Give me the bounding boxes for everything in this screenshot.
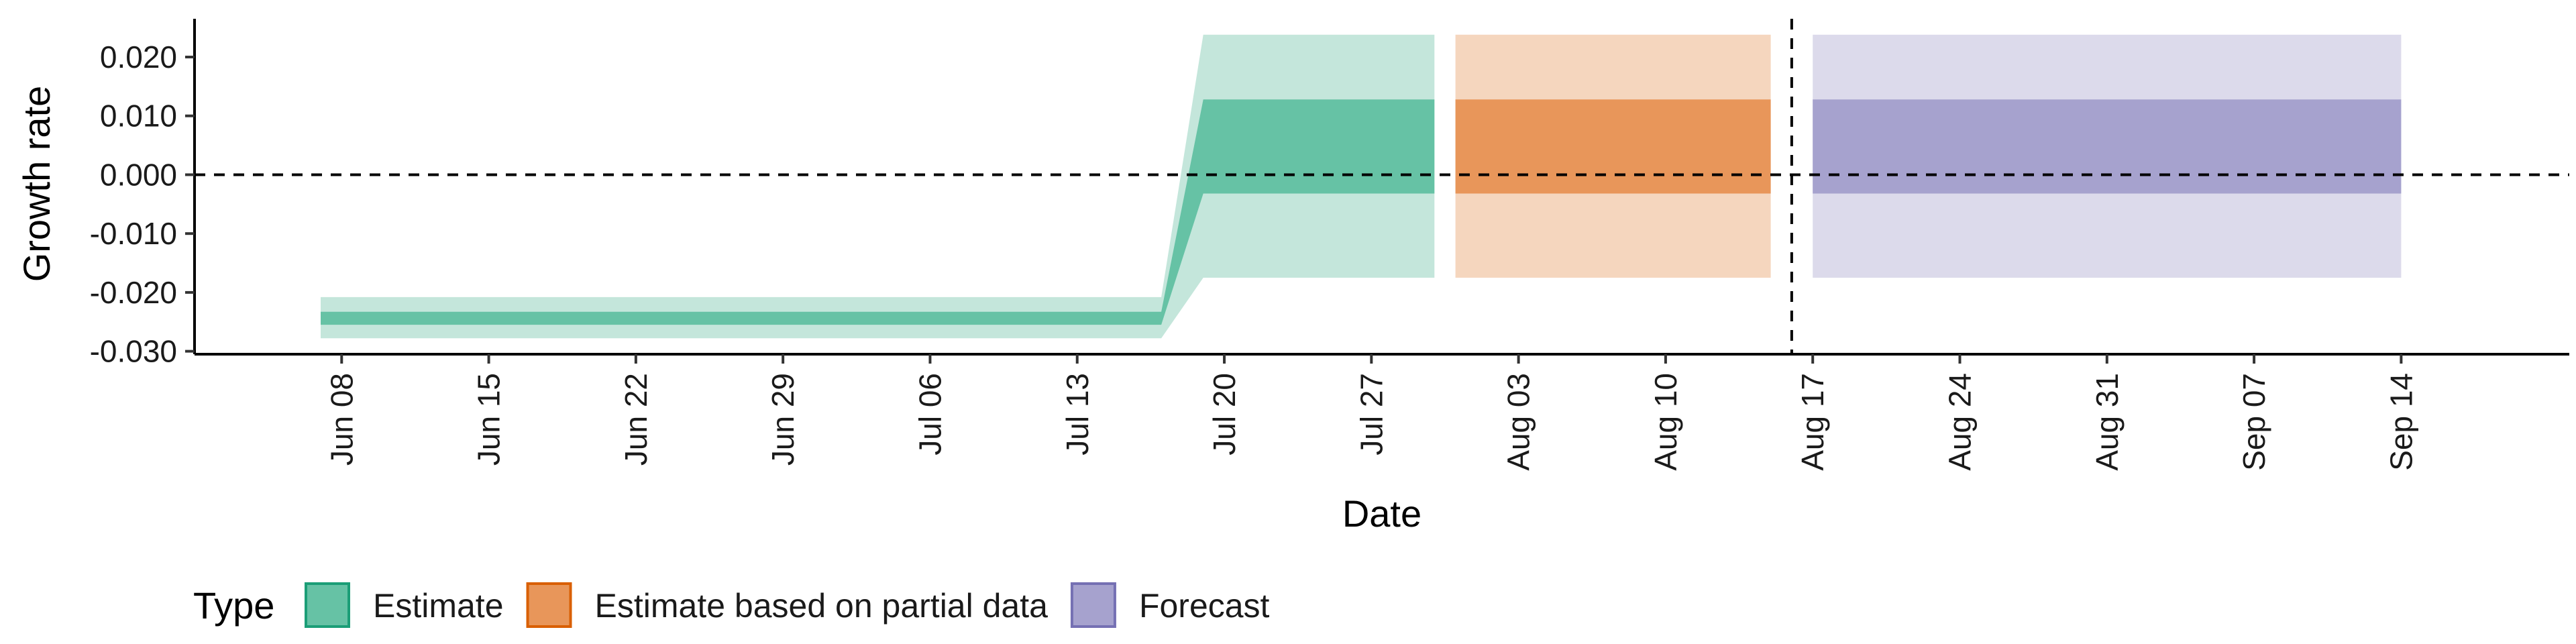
estimate-based-on-partial-data-ribbon-50 <box>1455 99 1771 194</box>
x-tick-label: Sep 07 <box>2237 373 2271 471</box>
legend-title: Type <box>193 584 274 627</box>
x-tick-label: Aug 10 <box>1648 373 1683 471</box>
x-axis-title: Date <box>1342 492 1421 535</box>
legend-swatch <box>526 582 572 628</box>
legend-label: Estimate based on partial data <box>595 587 1049 625</box>
y-tick-label: 0.000 <box>100 157 177 192</box>
legend-label: Estimate <box>373 587 504 625</box>
x-tick-label: Aug 24 <box>1943 373 1978 471</box>
x-tick-label: Jul 06 <box>913 373 948 455</box>
y-tick-label: -0.010 <box>90 216 177 251</box>
x-tick-label: Aug 03 <box>1501 373 1536 471</box>
reference-lines <box>195 19 2569 354</box>
x-tick-label: Sep 14 <box>2383 373 2418 471</box>
y-tick-label: 0.010 <box>100 99 177 133</box>
x-tick-label: Jul 27 <box>1354 373 1389 455</box>
forecast-ribbon-50 <box>1813 99 2402 194</box>
x-tick-label: Jun 15 <box>472 373 506 466</box>
y-axis-title: Growth rate <box>15 86 58 282</box>
x-tick-label: Jul 20 <box>1207 373 1242 455</box>
axes: -0.030 -0.020 -0.010 0.000 0.010 0.020 Jun 08 J… <box>15 19 2569 535</box>
x-tick-label: Jun 08 <box>324 373 359 466</box>
y-tick-label: 0.020 <box>100 40 177 74</box>
legend-swatch <box>305 582 350 628</box>
x-tick-label: Jul 13 <box>1060 373 1095 455</box>
legend: Type Estimate Estimate based on partial da… <box>193 582 1270 628</box>
estimate-ribbon-50 <box>321 99 1435 325</box>
ribbon-layer <box>321 34 2402 339</box>
y-tick-label: -0.020 <box>90 275 177 310</box>
y-tick-label: -0.030 <box>90 334 177 369</box>
x-tick-label: Jun 29 <box>765 373 800 466</box>
x-tick-label: Aug 17 <box>1795 373 1830 471</box>
x-tick-label: Aug 31 <box>2090 373 2125 471</box>
legend-swatch <box>1070 582 1116 628</box>
legend-label: Forecast <box>1139 587 1270 625</box>
x-tick-label: Jun 22 <box>619 373 653 466</box>
